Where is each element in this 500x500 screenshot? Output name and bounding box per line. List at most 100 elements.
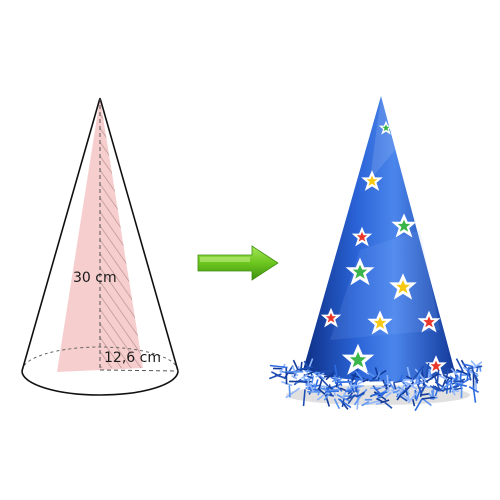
tinsel-strand bbox=[414, 398, 423, 412]
tinsel-strand bbox=[393, 380, 403, 384]
tinsel-strand bbox=[383, 378, 390, 385]
radius-line bbox=[99, 369, 179, 372]
tinsel-strand bbox=[369, 379, 379, 382]
tinsel-strand bbox=[375, 371, 381, 380]
star-icon bbox=[389, 273, 417, 300]
tinsel-strand bbox=[470, 360, 477, 367]
party-hat-image bbox=[268, 96, 483, 412]
tinsel-strand bbox=[451, 389, 460, 393]
tinsel-strand bbox=[398, 374, 404, 382]
star-icon bbox=[351, 226, 373, 247]
tinsel-strand bbox=[325, 383, 343, 391]
tinsel-strand bbox=[279, 363, 286, 374]
tinsel-strand bbox=[441, 385, 459, 392]
tinsel-strand bbox=[323, 375, 334, 378]
star-icon bbox=[341, 343, 375, 375]
star-icon bbox=[345, 257, 375, 286]
tinsel-strand bbox=[268, 373, 282, 380]
tinsel-strand bbox=[406, 375, 413, 380]
tinsel-strand bbox=[322, 387, 331, 395]
tinsel-strand bbox=[412, 399, 416, 407]
tinsel-strand bbox=[385, 391, 392, 398]
cone-left-side bbox=[21, 97, 101, 372]
tinsel-strand bbox=[325, 393, 334, 397]
tinsel-strand bbox=[421, 396, 436, 400]
base-ellipse-front bbox=[21, 370, 179, 396]
height-label: 30 cm bbox=[73, 270, 117, 286]
cone-right-side bbox=[99, 97, 179, 372]
star-decorations bbox=[320, 120, 447, 376]
tinsel-strand bbox=[450, 383, 456, 396]
tinsel-strand bbox=[462, 366, 479, 377]
party-hat-body bbox=[303, 96, 455, 382]
tinsel-strand bbox=[316, 391, 329, 401]
tinsel-strand bbox=[455, 358, 464, 372]
tinsel-strand bbox=[415, 368, 423, 384]
tinsel-strand bbox=[403, 378, 419, 381]
star-icon bbox=[378, 120, 394, 135]
tinsel-strand bbox=[446, 368, 450, 377]
hatched-right-triangle bbox=[100, 98, 143, 368]
tinsel-strand bbox=[384, 401, 393, 409]
tinsel-strand bbox=[387, 379, 396, 391]
tinsel-strand bbox=[335, 380, 353, 384]
star-icon bbox=[391, 213, 417, 238]
star-icon bbox=[367, 310, 393, 335]
star-icon bbox=[425, 355, 447, 376]
tinsel-strand bbox=[285, 387, 301, 399]
tinsel-strand bbox=[420, 393, 429, 396]
tinsel-strand bbox=[444, 377, 450, 384]
tinsel-strand bbox=[369, 386, 386, 390]
tinsel-strand bbox=[454, 387, 462, 391]
tinsel-strand bbox=[462, 363, 474, 368]
tinsel-strand bbox=[425, 373, 440, 383]
tinsel-strand bbox=[420, 385, 427, 394]
tinsel-strand bbox=[442, 374, 453, 380]
tinsel-strand bbox=[374, 367, 380, 380]
tinsel-strand bbox=[472, 361, 483, 370]
tinsel-strand bbox=[288, 385, 291, 398]
tinsel-strand bbox=[347, 392, 354, 399]
tinsel-strand bbox=[361, 401, 370, 407]
tinsel-trim bbox=[268, 358, 483, 412]
tinsel-strand bbox=[292, 359, 299, 371]
tinsel-strand bbox=[355, 370, 365, 382]
tinsel-strand bbox=[356, 391, 365, 398]
tinsel-strand bbox=[306, 367, 321, 376]
tinsel-strand bbox=[373, 391, 387, 401]
tinsel-strand bbox=[333, 398, 341, 410]
tinsel-strand bbox=[269, 364, 288, 369]
tinsel-strand bbox=[345, 389, 355, 393]
tinsel-strand bbox=[436, 369, 440, 385]
tinsel-strand bbox=[296, 366, 314, 371]
tinsel-strand bbox=[349, 384, 364, 387]
tinsel-strand bbox=[306, 376, 310, 390]
tinsel-strand bbox=[415, 386, 422, 402]
tinsel-strand bbox=[334, 364, 338, 377]
tinsel-strand bbox=[407, 391, 418, 404]
tinsel-strand bbox=[406, 382, 410, 400]
tinsel-strand bbox=[336, 385, 343, 392]
tinsel-strand bbox=[434, 385, 440, 392]
tinsel-strand bbox=[393, 382, 397, 390]
tinsel-strand bbox=[392, 389, 401, 394]
cone-diagram: 30 cm 12,6 cm bbox=[21, 97, 179, 396]
tinsel-strand bbox=[365, 399, 380, 406]
tinsel-strand bbox=[356, 394, 360, 410]
tinsel-strand bbox=[341, 386, 350, 399]
tinsel-strand bbox=[427, 392, 435, 401]
tinsel-strand bbox=[302, 389, 306, 407]
tinsel-strand bbox=[404, 387, 409, 396]
tinsel-strand bbox=[453, 374, 459, 382]
tinsel-strand bbox=[291, 374, 298, 380]
tinsel-strand bbox=[396, 393, 402, 401]
star-icon bbox=[417, 310, 441, 333]
tinsel-strand bbox=[434, 389, 439, 397]
tinsel-strand bbox=[315, 372, 325, 378]
tinsel-strand bbox=[378, 392, 386, 399]
tinsel-strand bbox=[323, 393, 330, 401]
tinsel-strand bbox=[456, 382, 467, 387]
tinsel-strand bbox=[449, 375, 458, 382]
tinsel-strand bbox=[362, 378, 369, 383]
